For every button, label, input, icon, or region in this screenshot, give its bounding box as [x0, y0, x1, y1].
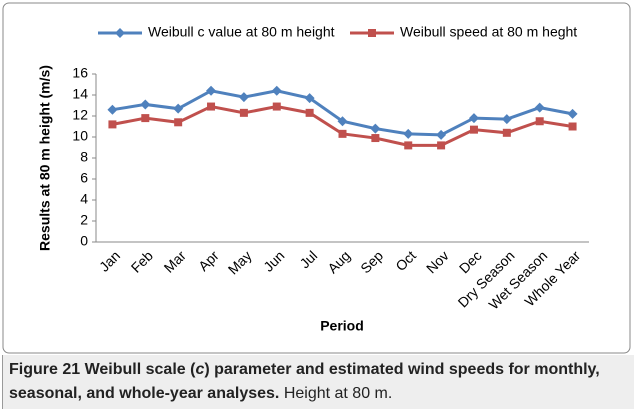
- point: [436, 129, 447, 140]
- y-tick-label: 4: [80, 191, 88, 207]
- y-tick-label: 10: [72, 128, 88, 144]
- caption-title: Weibull scale (c) parameter and estimate…: [9, 361, 600, 402]
- point: [501, 114, 512, 125]
- y-tick-label: 0: [80, 233, 88, 249]
- point: [371, 134, 380, 143]
- y-tick-label: 14: [72, 86, 88, 102]
- caption-title-italic: c: [195, 361, 205, 378]
- y-tick-label: 2: [80, 212, 88, 228]
- chart: Period Results at 80 m height (m/s) 0 2 4 6…: [2, 2, 631, 354]
- point: [271, 85, 282, 96]
- point: [239, 108, 248, 117]
- point: [207, 102, 216, 111]
- point: [108, 120, 117, 129]
- y-tick-label: 6: [80, 170, 88, 186]
- caption: Figure 21 Weibull scale (c) parameter an…: [2, 355, 634, 409]
- point: [534, 102, 545, 113]
- point: [568, 122, 577, 131]
- legend-label: Weibull speed at 80 m heght: [400, 24, 577, 40]
- point: [437, 141, 446, 150]
- chart-frame: [2, 2, 631, 354]
- point: [370, 123, 381, 134]
- y-tick-label: 8: [80, 149, 88, 165]
- point: [141, 114, 150, 123]
- y-axis-title: Results at 80 m height (m/s): [37, 65, 53, 251]
- point: [468, 113, 479, 124]
- point: [338, 129, 347, 138]
- point: [173, 103, 184, 114]
- caption-title-part: ) parameter and estimated wind speeds fo…: [9, 361, 600, 402]
- point: [206, 85, 217, 96]
- point: [337, 116, 348, 127]
- point: [107, 104, 118, 115]
- point: [469, 125, 478, 134]
- point: [368, 29, 376, 37]
- point: [403, 128, 414, 139]
- point: [535, 117, 544, 126]
- point: [115, 28, 125, 38]
- point: [567, 108, 578, 119]
- x-axis-title: Period: [320, 318, 364, 334]
- point: [238, 92, 249, 103]
- caption-note: Height at 80 m.: [283, 385, 393, 402]
- point: [272, 102, 281, 111]
- caption-title-part: Weibull scale (: [84, 361, 196, 378]
- y-tick-label: 12: [72, 107, 88, 123]
- point: [304, 93, 315, 104]
- caption-label: Figure 21: [9, 361, 81, 378]
- y-tick-label: 16: [72, 65, 88, 81]
- point: [502, 128, 511, 137]
- point: [174, 118, 183, 127]
- point: [140, 99, 151, 110]
- legend-label: Weibull c value at 80 m height: [148, 24, 335, 40]
- point: [305, 108, 314, 117]
- point: [404, 141, 413, 150]
